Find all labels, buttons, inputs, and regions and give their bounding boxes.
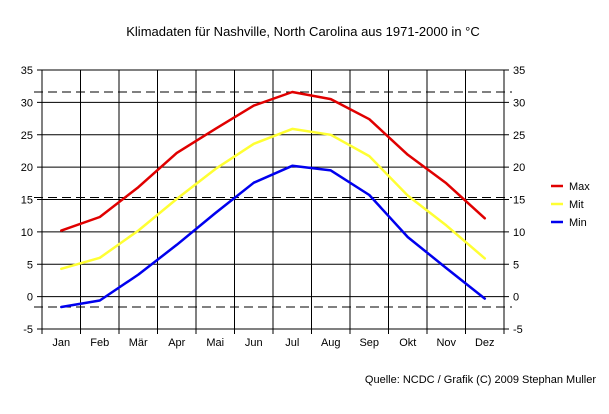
x-tick-label: Feb (90, 337, 109, 349)
x-tick-label: Dez (475, 337, 495, 349)
x-tick-label: Nov (436, 337, 456, 349)
series-line-max (60, 90, 487, 232)
y-tick-label-left: 20 (21, 162, 33, 174)
x-tick-label: Jan (52, 337, 70, 349)
legend-label-mit: Mit (569, 199, 584, 211)
x-tick-label: Aug (321, 337, 341, 349)
legend-label-min: Min (569, 217, 587, 229)
y-tick-label-left: 30 (21, 97, 33, 109)
y-tick-label-right: 10 (513, 227, 525, 239)
y-tick-label-left: 15 (21, 195, 33, 207)
x-tick-label: Apr (168, 337, 185, 349)
y-tick-label-right: 5 (513, 259, 519, 271)
series-line-min (60, 164, 487, 309)
y-tick-label-left: 0 (27, 292, 33, 304)
y-tick-label-right: 20 (513, 162, 525, 174)
x-tick-label: Jul (285, 337, 299, 349)
y-tick-label-left: 35 (21, 65, 33, 77)
source-note: Quelle: NCDC / Grafik (C) 2009 Stephan M… (365, 374, 596, 386)
y-tick-label-left: 10 (21, 227, 33, 239)
y-tick-label-right: -5 (513, 324, 523, 336)
y-tick-label-right: 35 (513, 65, 525, 77)
x-tick-label: Mai (206, 337, 224, 349)
y-tick-label-right: 0 (513, 292, 519, 304)
y-tick-label-left: 25 (21, 130, 33, 142)
legend-label-max: Max (569, 181, 590, 193)
series-line-mit (60, 127, 487, 271)
y-tick-label-left: -5 (23, 324, 33, 336)
y-tick-label-right: 30 (513, 97, 525, 109)
x-tick-label: Jun (245, 337, 263, 349)
y-tick-label-right: 25 (513, 130, 525, 142)
y-tick-label-left: 5 (27, 259, 33, 271)
x-tick-label: Mär (129, 337, 148, 349)
x-tick-label: Okt (399, 337, 416, 349)
y-tick-label-right: 15 (513, 195, 525, 207)
chart-title: Klimadaten für Nashville, North Carolina… (126, 24, 480, 39)
x-tick-label: Sep (359, 337, 379, 349)
